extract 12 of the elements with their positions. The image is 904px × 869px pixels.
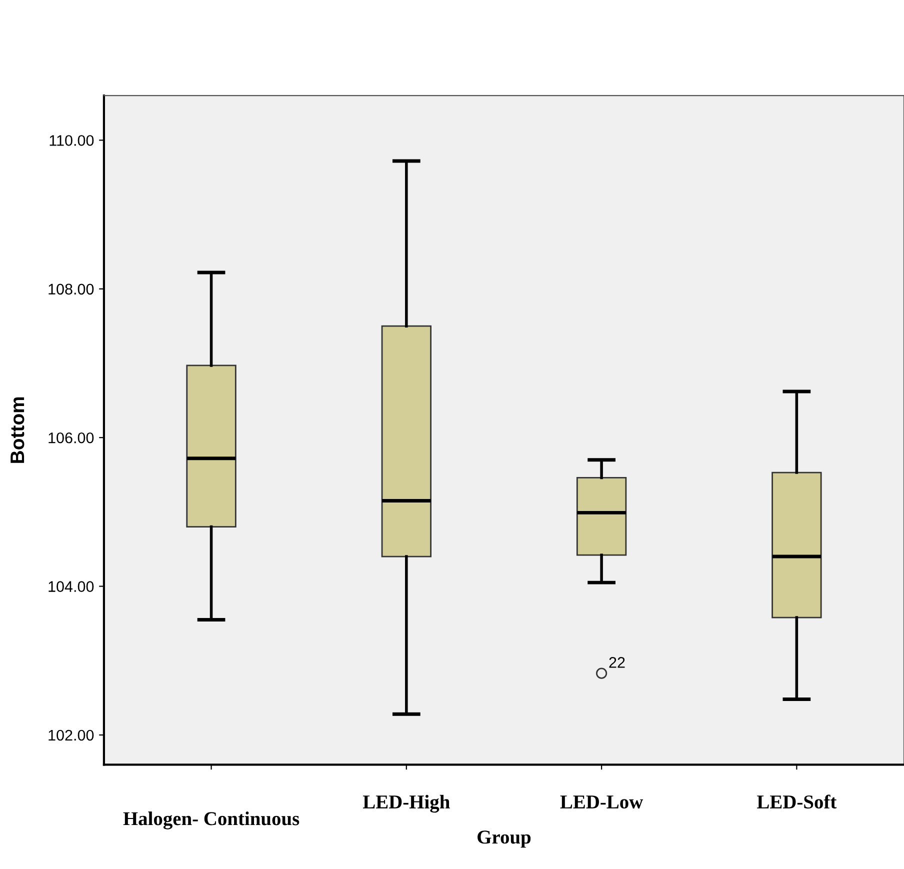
- x-tick-label: LED-Low: [560, 796, 644, 809]
- x-axis-title: Group: [478, 830, 531, 848]
- annotation: 22: [609, 657, 625, 668]
- y-tick-label: 102.00: [48, 730, 94, 741]
- x-tick-label: LED-Soft: [757, 794, 837, 809]
- y-tick-label: 104.00: [48, 581, 94, 592]
- y-axis-title: Bottom: [10, 397, 24, 463]
- y-tick-label: 106.00: [48, 432, 94, 444]
- y-tick-label: 110.00: [50, 135, 94, 146]
- y-tick-label: 108.00: [48, 284, 94, 295]
- x-tick-label: Halogen- Continuous: [123, 812, 300, 830]
- x-tick-label: LED-High: [362, 794, 450, 813]
